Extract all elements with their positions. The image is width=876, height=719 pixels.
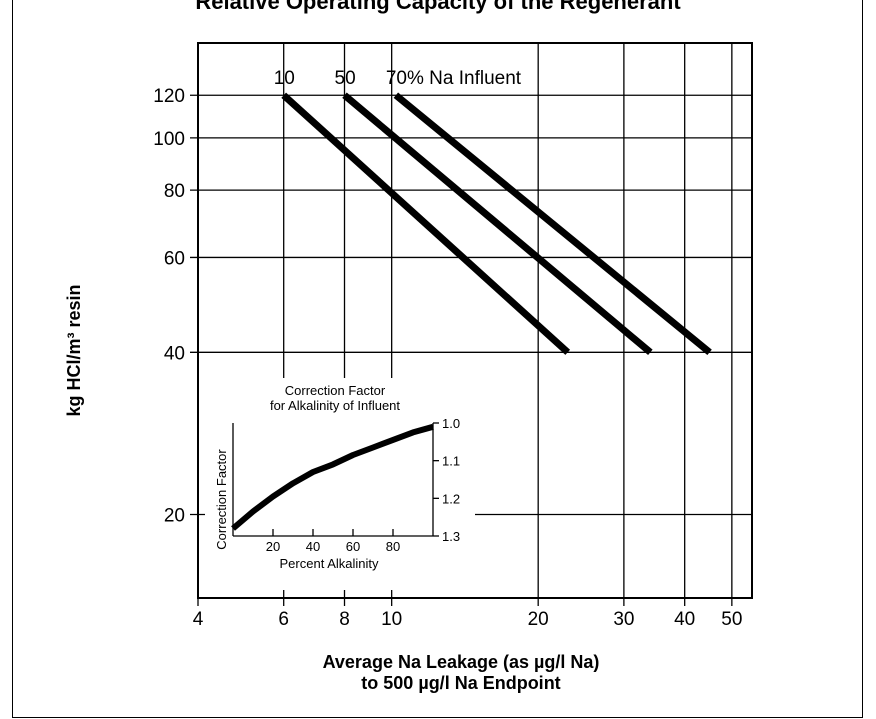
- series-label-70: 70% Na Influent: [386, 68, 522, 89]
- x-tick-label: 10: [381, 609, 402, 630]
- figure-title: Relative Operating Capacity of the Regen…: [195, 0, 681, 14]
- x-tick-label: 6: [278, 609, 289, 630]
- inset-title-line: Correction Factor: [285, 383, 386, 398]
- series-line-50: [342, 92, 653, 355]
- y-axis-title: kg HCl/m³ resin: [64, 284, 84, 416]
- inset-series-line: [231, 423, 434, 531]
- inset-y-tick-label: 1.3: [442, 529, 460, 544]
- inset-y-tick-label: 1.2: [442, 491, 460, 506]
- series-line-10: [281, 92, 571, 355]
- inset-title-line: for Alkalinity of Influent: [270, 398, 400, 413]
- x-tick-label: 50: [721, 609, 742, 630]
- series-line-70: [393, 92, 712, 356]
- inset-y-tick-label: 1.0: [442, 416, 460, 431]
- inset-x-axis-title: Percent Alkalinity: [280, 556, 379, 571]
- inset-x-tick-label: 60: [346, 539, 360, 554]
- x-tick-label: 20: [528, 609, 549, 630]
- x-axis-title-line: Average Na Leakage (as µg/l Na): [323, 652, 600, 672]
- inset-x-tick-label: 20: [266, 539, 280, 554]
- y-tick-label: 80: [164, 181, 185, 202]
- inset-background: [205, 378, 475, 590]
- y-tick-label: 60: [164, 248, 185, 269]
- inset-y-axis-title: Correction Factor: [214, 449, 229, 550]
- y-tick-label: 20: [164, 506, 185, 527]
- inset-x-tick-label: 40: [306, 539, 320, 554]
- x-tick-label: 4: [193, 609, 204, 630]
- figure-frame: [12, 0, 863, 718]
- series-label-10: 10: [274, 68, 295, 89]
- x-tick-label: 8: [339, 609, 350, 630]
- inset-y-tick-label: 1.1: [442, 454, 460, 469]
- x-tick-label: 30: [613, 609, 634, 630]
- y-tick-label: 40: [164, 343, 185, 364]
- inset-x-tick-label: 80: [386, 539, 400, 554]
- plot-border: [197, 42, 753, 599]
- x-tick-label: 40: [674, 609, 695, 630]
- series-label-50: 50: [335, 68, 356, 89]
- x-axis-title-line: to 500 µg/l Na Endpoint: [361, 673, 560, 693]
- y-tick-label: 120: [153, 86, 185, 107]
- y-tick-label: 100: [153, 129, 185, 150]
